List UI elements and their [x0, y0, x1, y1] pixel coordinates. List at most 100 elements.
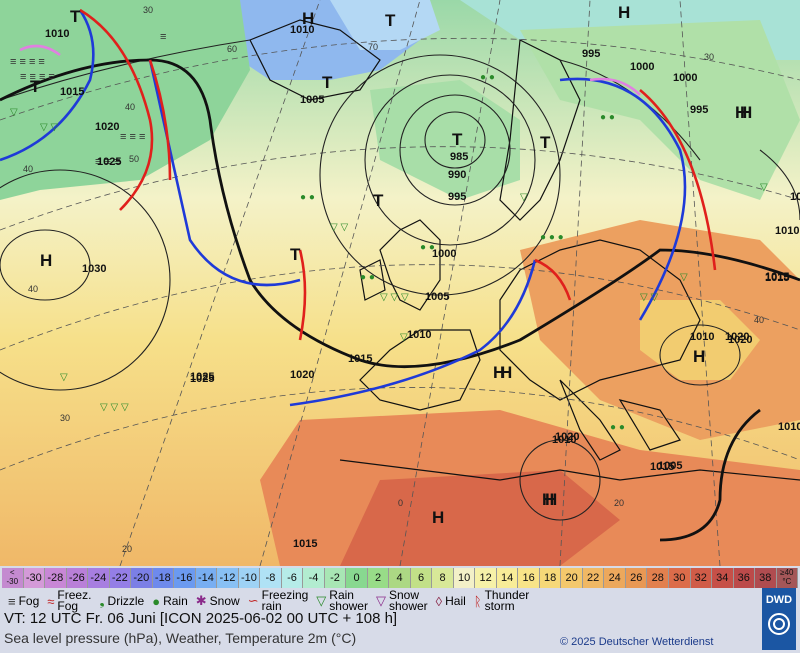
temperature-ticks: 30 40 50 60 70 40 40 30 20 0 20 40 30: [23, 5, 764, 554]
isobar-label: 1000: [630, 61, 654, 73]
symbol-label: Freezing rain: [261, 588, 309, 613]
scale-swatch: 24: [604, 568, 626, 588]
isobar-label: 1010: [290, 24, 314, 36]
isobar-label: 1010: [45, 28, 69, 40]
isobar-label: 1000: [432, 248, 456, 260]
svg-text:● ●: ● ●: [360, 272, 375, 283]
symbol-label: Snow shower: [388, 588, 428, 613]
scale-swatch: 0: [346, 568, 368, 588]
symbol-label: Rain shower: [329, 588, 368, 613]
svg-text:≡ ≡ ≡: ≡ ≡ ≡: [120, 131, 145, 143]
svg-text:● ●: ● ●: [610, 422, 625, 433]
svg-text:▽: ▽: [10, 107, 18, 118]
svg-text:▽: ▽: [680, 272, 688, 283]
high-pressure-label: H: [542, 490, 554, 509]
isobar-label: 1015: [60, 86, 84, 98]
isobar-label: 1020: [290, 369, 314, 381]
scale-swatch: -26: [66, 568, 89, 588]
mild-area-black-sea: [640, 300, 760, 380]
cool-area-west: [0, 0, 250, 200]
scale-swatch: 18: [539, 568, 562, 588]
temperature-tick: 20: [122, 544, 132, 554]
svg-text:▽: ▽: [400, 332, 408, 343]
weather-symbol-icon: ∽: [247, 593, 259, 608]
svg-text:≡: ≡: [160, 31, 166, 43]
chart-subtitle: Sea level pressure (hPa), Weather, Tempe…: [4, 630, 357, 646]
low-pressure-label: T: [373, 191, 384, 210]
scale-swatch: 20: [561, 568, 583, 588]
isobar-label: 1015: [765, 271, 789, 283]
isobar-label: 1010: [775, 225, 799, 237]
symbol-hail: ◊ Hail: [436, 594, 466, 609]
low-pressure-label: T: [452, 130, 463, 149]
scale-swatch: -28: [45, 568, 67, 588]
high-pressure-label: H: [740, 103, 752, 122]
isobar-label: 1005: [658, 460, 682, 472]
svg-text:≡ ≡ ≡: ≡ ≡ ≡: [95, 156, 120, 168]
svg-text:▽ ▽: ▽ ▽: [330, 222, 348, 233]
isobar-label: 990: [448, 169, 466, 181]
scale-swatch: -2: [324, 568, 347, 588]
high-pressure-label: H: [493, 363, 505, 382]
scale-swatch: -14: [195, 568, 218, 588]
weather-symbol-icon: ●: [152, 593, 161, 609]
scale-swatch: ≥40 °C: [776, 568, 799, 588]
scale-swatch: -18: [152, 568, 175, 588]
weather-symbol-icon: ≡: [8, 593, 16, 609]
symbol-drizzle: ❟ Drizzle: [99, 593, 144, 609]
temperature-tick: 40: [754, 315, 764, 325]
scale-swatch: 32: [690, 568, 713, 588]
scale-swatch: -24: [88, 568, 110, 588]
temperature-tick: 30: [704, 52, 714, 62]
symbol-rain: ● Rain: [152, 594, 188, 609]
temperature-tick: 0: [398, 498, 403, 508]
svg-text:≡ ≡ ≡ ≡: ≡ ≡ ≡ ≡: [20, 71, 55, 83]
high-pressure-label: H: [302, 9, 314, 28]
isobar-label: 1020: [555, 431, 579, 443]
low-pressure-label: T: [70, 7, 81, 26]
isobar-label: 995: [690, 104, 708, 116]
scale-swatch: 2: [367, 568, 390, 588]
isobar-label: 1020: [725, 331, 749, 343]
cold-area-greenland-east: [330, 0, 440, 50]
isobar-label: 1010: [552, 434, 576, 446]
weather-symbol-legend: ≡ Fog ≈ Freez. Fog ❟ Drizzle ● Rain ✱ Snow ∽ Freezi…: [0, 588, 760, 613]
temperature-tick: 40: [28, 284, 38, 294]
temperature-tick: 40: [125, 102, 135, 112]
high-pressure-label: H: [500, 363, 512, 382]
dwd-logo-icon: [768, 613, 790, 635]
isobar-label: 1005: [300, 94, 324, 106]
cold-front-west: [0, 9, 95, 162]
isobar-label: 1015: [650, 461, 674, 473]
isobar-label: 1015: [348, 353, 372, 365]
coastlines: [249, 19, 800, 481]
temperature-tick: 60: [227, 44, 237, 54]
isobar-label: 985: [450, 151, 468, 163]
svg-text:▽: ▽: [60, 372, 68, 383]
legend-panel: < -30 -30 -28 -26 -24 -22 -20 -18 -16 -14 -12 -10 -8…: [0, 566, 800, 653]
svg-text:▽ ▽: ▽ ▽: [640, 292, 658, 303]
scale-swatch: 38: [755, 568, 777, 588]
scale-swatch: -8: [260, 568, 282, 588]
warm-front-east: [639, 89, 717, 271]
scale-swatch: 10: [453, 568, 476, 588]
symbol-label: Hail: [445, 593, 466, 608]
weather-symbol-icon: ▽: [375, 593, 386, 608]
scale-swatch: 6: [410, 568, 433, 588]
scale-swatch: 16: [518, 568, 540, 588]
svg-text:● ●: ● ●: [600, 112, 615, 123]
scale-swatch: -22: [109, 568, 132, 588]
isobar-label: 1020: [728, 334, 752, 346]
low-pressure-label: T: [290, 245, 301, 264]
scale-swatch: -12: [217, 568, 239, 588]
scale-swatch: 4: [389, 568, 411, 588]
symbol-label: Drizzle: [107, 593, 145, 608]
dwd-logo-text: DWD: [765, 594, 793, 606]
high-pressure-label: H: [545, 490, 557, 509]
svg-text:▽ ▽ ▽: ▽ ▽ ▽: [100, 402, 129, 413]
symbol-label: Snow: [209, 593, 240, 608]
low-pressure-label: T: [30, 77, 41, 96]
scale-swatch: 14: [496, 568, 519, 588]
isobar-label: 1010: [407, 329, 431, 341]
